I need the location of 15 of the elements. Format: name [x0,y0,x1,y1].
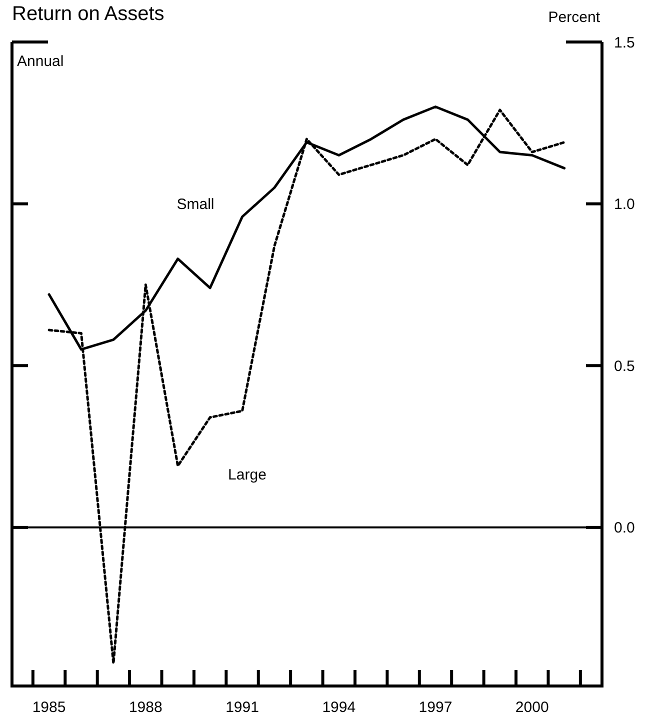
x-tick-label: 1997 [418,699,452,716]
y-tick-label: 0.5 [614,358,635,375]
annotation: Annual [17,53,64,70]
y-tick-label: 0.0 [614,520,635,537]
chart-title: Return on Assets [12,3,164,25]
x-tick-label: 1994 [322,699,356,716]
x-tick-label: 1991 [226,699,259,716]
y-tick-label: 1.5 [614,34,635,52]
y-tick-label: 1.0 [614,196,635,214]
series-label: Small [176,196,214,213]
x-tick-label: 1988 [128,699,162,716]
x-tick-label: 2000 [515,699,549,716]
x-tick-label: 1985 [32,699,66,716]
text: Large [228,466,266,484]
y-axis-title: Percent [548,9,601,26]
